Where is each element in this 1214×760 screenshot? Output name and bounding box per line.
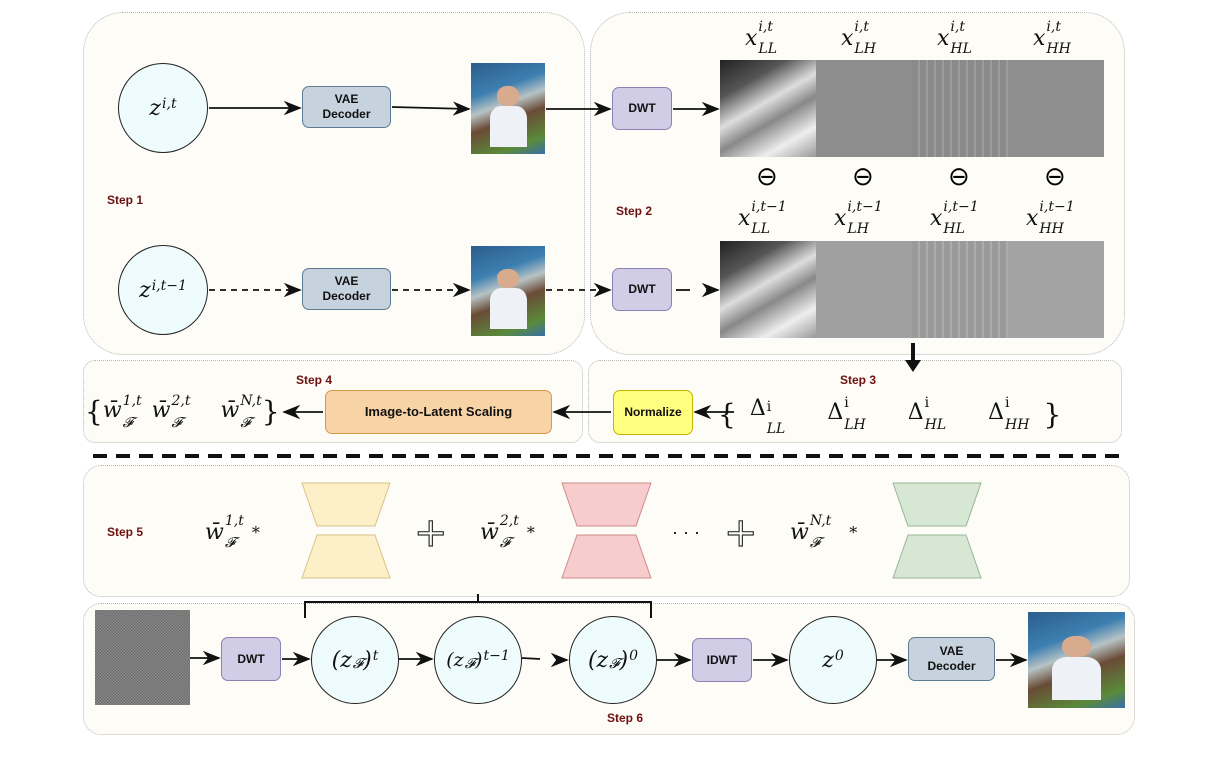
label-x-hh-t: x i,t HH [1033, 19, 1071, 57]
decoded-image [471, 246, 545, 336]
wavelet-hl [912, 60, 1008, 157]
thick-down-arrow [905, 343, 921, 372]
latent-zf-t: (z 𝓕) t [311, 616, 399, 704]
vae-decoder-box: VAE Decoder [302, 86, 391, 128]
decoded-image [471, 63, 545, 154]
ellipsis: · · · [672, 522, 700, 542]
unet-pink [561, 482, 652, 579]
minus-symbol: ⊖ [1044, 162, 1066, 192]
image-to-latent-scaling-box: Image-to-Latent Scaling [325, 390, 552, 434]
weight-1: w̄ 1,t 𝓕 [102, 392, 142, 431]
wavelet-ll [720, 60, 816, 157]
dwt-box: DWT [221, 637, 281, 681]
wavelet-hl [912, 241, 1008, 338]
step-5-label: Step 5 [107, 525, 144, 539]
unet-green [892, 482, 982, 579]
label-x-hl-t1: x i,t−1 HL [930, 199, 979, 237]
output-image [1028, 612, 1125, 708]
label-x-lh-t1: x i,t−1 LH [834, 199, 883, 237]
label-x-hh-t1: x i,t−1 HH [1026, 199, 1075, 237]
label-x-ll-t1: x i,t−1 LL [738, 199, 787, 237]
wavelet-hh [1008, 241, 1104, 338]
wavelet-lh [816, 241, 912, 338]
plus-icon: + [723, 510, 758, 556]
brace [304, 594, 652, 618]
step-6-label: Step 6 [607, 711, 644, 725]
wavelet-ll [720, 241, 816, 338]
idwt-box: IDWT [692, 638, 752, 682]
noise-image [95, 610, 190, 705]
step-4-label: Step 4 [296, 373, 333, 387]
step-1-label: Step 1 [107, 193, 144, 207]
minus-symbol: ⊖ [852, 162, 874, 192]
normalize-box: Normalize [613, 390, 693, 435]
weight-2: w̄ 2,t 𝓕 [151, 392, 191, 431]
weight-n: w̄ N,t 𝓕 [220, 392, 262, 431]
label-x-hl-t: x i,t HL [937, 19, 972, 57]
arrow [521, 657, 541, 660]
step-3-label: Step 3 [840, 373, 877, 387]
wavelet-lh [816, 60, 912, 157]
unet-yellow [301, 482, 391, 579]
weight-n-term: w̄ N,t 𝓕 * [790, 513, 858, 551]
vae-decoder-box: VAE Decoder [908, 637, 995, 681]
wavelet-hh [1008, 60, 1104, 157]
label-x-lh-t: x i,t LH [841, 19, 876, 57]
minus-symbol: ⊖ [948, 162, 970, 192]
weight-1-term: w̄ 1,t 𝓕 * [205, 513, 260, 551]
plus-icon: + [413, 510, 448, 556]
minus-symbol: ⊖ [756, 162, 778, 192]
vae-decoder-box: VAE Decoder [302, 268, 391, 310]
latent-zf-0: (z 𝓕) 0 [569, 616, 657, 704]
weights-set: { w̄ 1,t 𝓕 w̄ 2,t 𝓕 w̄ N,t 𝓕 } [85, 392, 280, 431]
dwt-box: DWT [612, 87, 672, 130]
latent-zt: z i,t [118, 63, 208, 153]
weight-2-term: w̄ 2,t 𝓕 * [480, 513, 535, 551]
step-2-label: Step 2 [616, 204, 653, 218]
arrow [391, 101, 471, 116]
latent-zf-t1: (z 𝓕) t−1 [434, 616, 522, 704]
dwt-box: DWT [612, 268, 672, 311]
label-x-ll-t: x i,t LL [745, 19, 778, 57]
latent-zt1: z i,t−1 [118, 245, 208, 335]
